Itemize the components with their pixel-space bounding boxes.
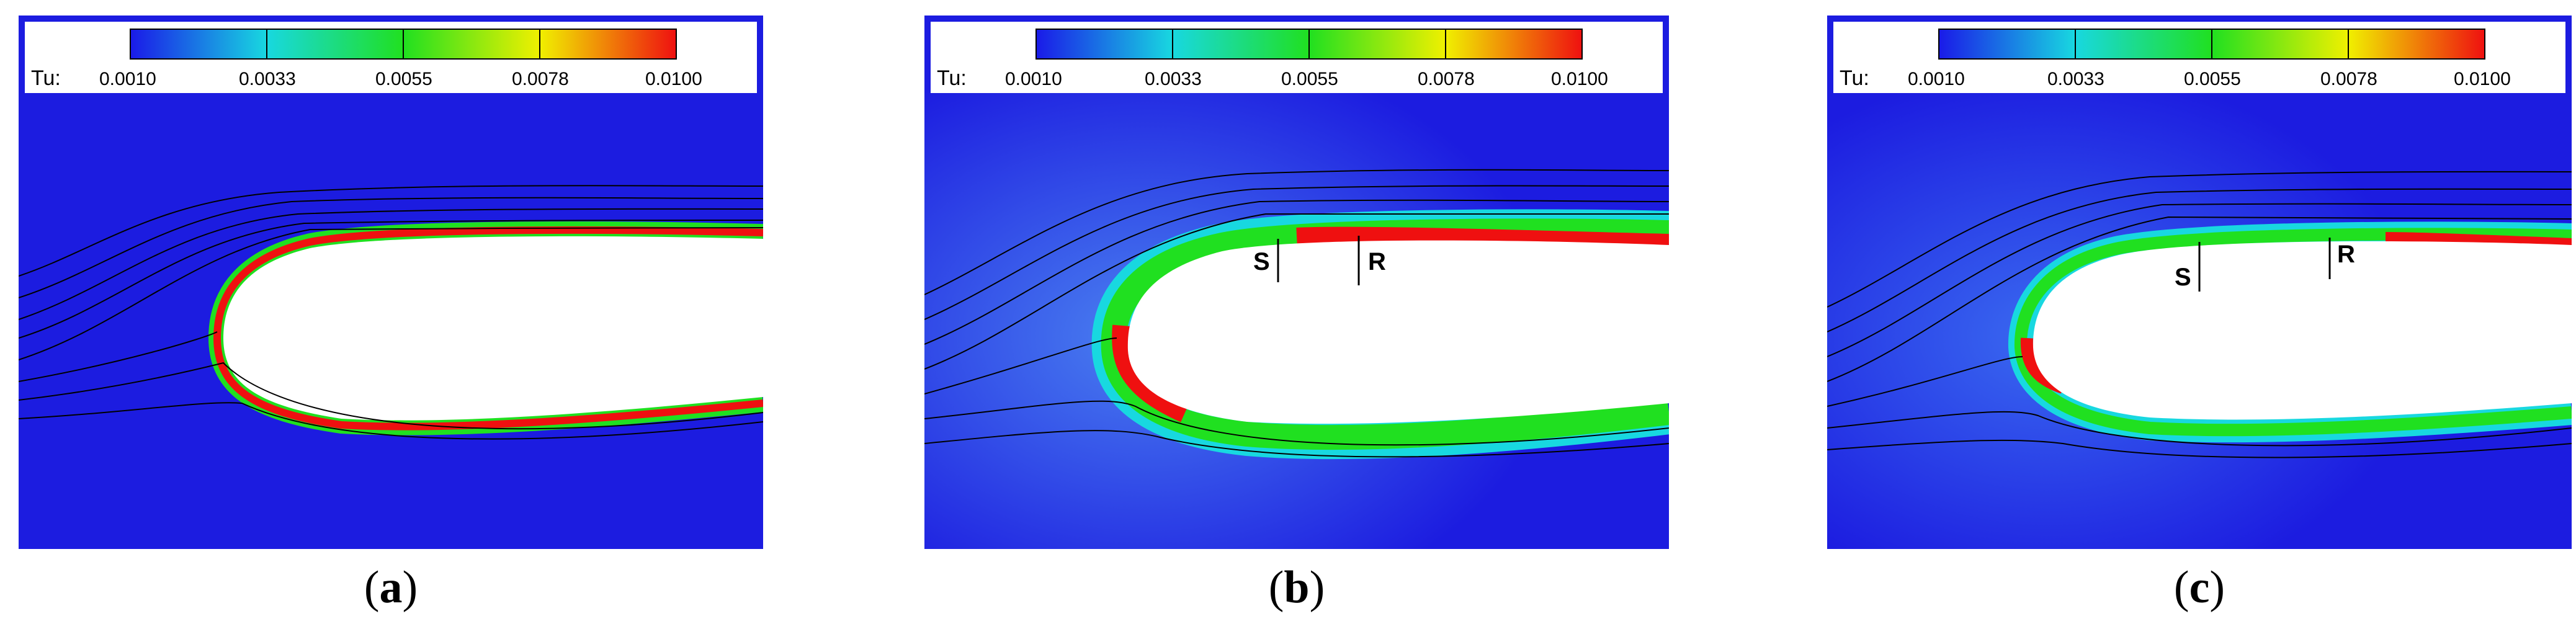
colorbar-tick-2: 0.0033 (2047, 69, 2104, 89)
colorbar-tick-4: 0.0078 (512, 69, 569, 89)
colorbar-tick-1: 0.0010 (1005, 69, 1062, 89)
colorbar-tick-1: 0.0010 (1908, 69, 1965, 89)
streamlines (1827, 171, 2572, 458)
separation-marker: S (1253, 239, 1279, 282)
airfoil (2033, 241, 2572, 420)
svg-text:R: R (1368, 248, 1386, 275)
colorbar-variable-label: Tu: (1840, 66, 1869, 90)
colorbar-tick-5: 0.0100 (645, 69, 702, 89)
colorbar-tick-4: 0.0078 (2320, 69, 2377, 89)
caption-b: (b) (1268, 562, 1325, 613)
colorbar-tick-1: 0.0010 (99, 69, 156, 89)
airfoil (223, 236, 763, 421)
caption-c: (c) (2173, 562, 2225, 613)
colorbar-tick-2: 0.0033 (239, 69, 296, 89)
airfoil (1127, 240, 1669, 424)
panel-b: Tu: 0.0010 0.0033 0.0055 0.0078 0.0100 S… (924, 16, 1669, 549)
colorbar-tick-3: 0.0055 (375, 69, 432, 89)
caption-a: (a) (364, 562, 418, 613)
streamlines (924, 169, 1669, 458)
svg-text:S: S (2175, 264, 2191, 291)
contour-plot-b: Tu: 0.0010 0.0033 0.0055 0.0078 0.0100 S… (924, 16, 1669, 549)
colorbar-variable-label: Tu: (31, 66, 61, 90)
contour-plot-a: Tu: 0.0010 0.0033 0.0055 0.0078 0.0100 (19, 16, 763, 549)
svg-text:R: R (2337, 241, 2355, 268)
colorbar-tick-3: 0.0055 (2184, 69, 2241, 89)
contour-plot-c: Tu: 0.0010 0.0033 0.0055 0.0078 0.0100 S… (1827, 16, 2572, 549)
reattachment-marker: R (1357, 236, 1386, 285)
panel-c: Tu: 0.0010 0.0033 0.0055 0.0078 0.0100 S… (1827, 16, 2572, 549)
colorbar-tick-4: 0.0078 (1418, 69, 1475, 89)
colorbar-tick-2: 0.0033 (1145, 69, 1202, 89)
streamlines (19, 185, 763, 440)
colorbar-variable-label: Tu: (937, 66, 967, 90)
reattachment-marker: R (2328, 238, 2355, 279)
separation-marker: S (2175, 242, 2201, 292)
colorbar-tick-5: 0.0100 (2454, 69, 2511, 89)
panel-a: Tu: 0.0010 0.0033 0.0055 0.0078 0.0100 (19, 16, 763, 549)
svg-text:S: S (1253, 248, 1270, 275)
colorbar-tick-5: 0.0100 (1551, 69, 1608, 89)
colorbar-tick-3: 0.0055 (1281, 69, 1338, 89)
